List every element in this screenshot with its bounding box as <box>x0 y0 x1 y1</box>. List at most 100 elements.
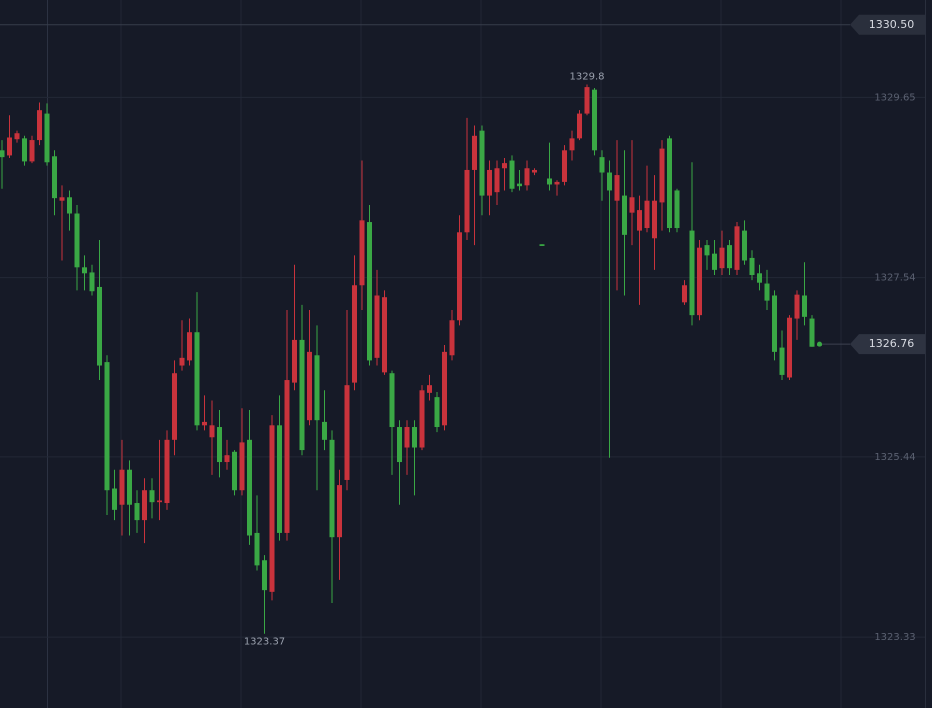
candle-body <box>412 427 417 448</box>
candle-body <box>389 373 395 428</box>
candle-body <box>539 244 545 246</box>
time-grid <box>120 0 842 708</box>
candle-body <box>809 318 815 347</box>
candle-body <box>689 230 695 316</box>
candle-body <box>224 455 230 463</box>
candle-body <box>164 439 170 504</box>
candle-body <box>7 137 12 156</box>
candle-body <box>704 245 710 256</box>
candle-body <box>637 210 642 231</box>
candle-body <box>44 113 50 163</box>
candle-body <box>434 397 440 428</box>
candle-body <box>89 272 95 292</box>
candle-body <box>202 421 207 426</box>
candle-body <box>419 390 425 448</box>
candle-body <box>779 347 785 375</box>
candle-body <box>742 230 747 261</box>
candle-body <box>194 332 200 426</box>
candle-body <box>209 425 215 438</box>
candle-body <box>142 490 147 521</box>
candle-body <box>614 175 620 201</box>
candle-body <box>82 267 87 274</box>
candle-body <box>472 135 477 170</box>
candle-body <box>524 168 530 186</box>
candle-body <box>119 469 125 505</box>
candle-body <box>734 226 740 270</box>
y-tick-label: 1323.33 <box>874 632 915 643</box>
candle-body <box>659 148 665 203</box>
candle-body <box>329 439 335 538</box>
candle-body <box>344 385 350 480</box>
candle-body <box>292 339 297 383</box>
candle-body <box>532 169 537 173</box>
last-price-label: 1326.76 <box>869 337 915 350</box>
candle-body <box>22 138 27 162</box>
candle-body <box>517 183 522 187</box>
candle-body <box>179 357 185 366</box>
candle-body <box>502 163 507 169</box>
candle-body <box>757 273 762 283</box>
candle-body <box>262 560 267 591</box>
candle-body <box>217 427 222 463</box>
candle-body <box>749 257 755 276</box>
candle-body <box>787 317 792 378</box>
candle-body <box>442 351 447 426</box>
candle-body <box>0 150 5 158</box>
candle-body <box>269 425 275 592</box>
candle-body <box>449 320 455 356</box>
candle-body <box>172 373 177 440</box>
candle-body <box>652 200 657 239</box>
candle-body <box>367 222 372 361</box>
candle-body <box>284 380 290 533</box>
candle-body <box>359 220 365 286</box>
candle-body <box>487 169 492 196</box>
candle-body <box>37 110 42 141</box>
candle-body <box>59 197 65 201</box>
candle-body <box>187 332 192 361</box>
candle-body <box>764 283 770 301</box>
candle-body <box>479 130 485 196</box>
candle-body <box>712 253 717 270</box>
candle-body <box>382 297 387 373</box>
candle-body <box>682 285 687 303</box>
candle-body <box>577 113 582 139</box>
candle-body <box>772 295 777 352</box>
price-line-label: 1330.50 <box>869 18 915 31</box>
candle-body <box>67 197 72 214</box>
candle-body <box>404 427 410 448</box>
y-tick-label: 1327.54 <box>874 273 915 284</box>
candle-body <box>29 140 35 162</box>
last-price-tag <box>850 334 925 355</box>
candle-body <box>607 172 612 191</box>
candle-body <box>127 469 132 505</box>
candle-body <box>299 339 305 451</box>
candle-body <box>727 245 732 269</box>
candle-body <box>494 168 500 193</box>
candle-body <box>667 138 672 229</box>
candle-body <box>277 425 282 533</box>
candle-body <box>352 285 357 383</box>
y-tick-label: 1329.65 <box>874 92 915 103</box>
candle-body <box>374 295 380 358</box>
candle-body <box>802 295 807 317</box>
candle-body <box>464 169 470 233</box>
candle-body <box>629 197 635 213</box>
min-annotation: 1323.37 <box>244 637 285 648</box>
candle-body <box>157 500 162 503</box>
candle-body <box>149 490 155 503</box>
candle-body <box>697 247 702 316</box>
candle-body <box>584 87 590 114</box>
max-annotation: 1329.8 <box>570 72 605 83</box>
candle-body <box>112 488 117 510</box>
y-tick-label: 1325.44 <box>874 452 915 463</box>
candle-body <box>232 451 237 491</box>
candle-body <box>239 442 245 491</box>
candle-body <box>509 160 515 189</box>
candle-body <box>97 286 102 366</box>
candle-body <box>719 247 725 269</box>
candle-body <box>674 190 680 229</box>
candle-body <box>14 133 20 140</box>
candle-body <box>134 503 140 521</box>
